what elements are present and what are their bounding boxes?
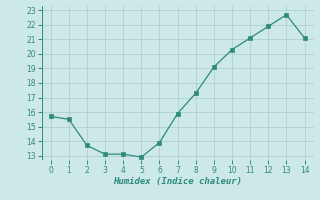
X-axis label: Humidex (Indice chaleur): Humidex (Indice chaleur) <box>113 177 242 186</box>
